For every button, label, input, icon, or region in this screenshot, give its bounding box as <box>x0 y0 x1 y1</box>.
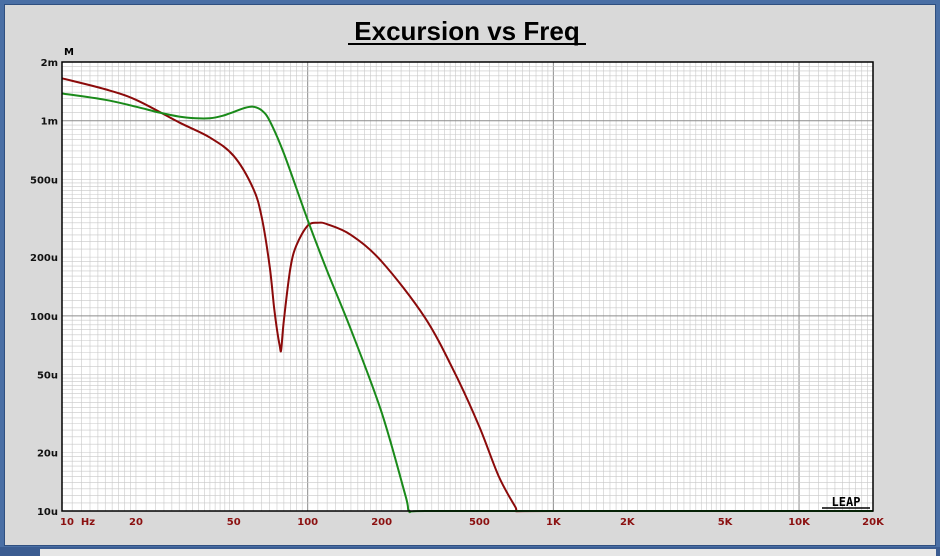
y-tick-label: 20u <box>37 448 58 459</box>
plot-area <box>62 62 873 511</box>
x-tick-label: 200 <box>371 517 392 528</box>
x-tick-label: 20K <box>862 517 885 528</box>
x-tick-labels: 10 Hz 20 50 100 200 500 1K 2K 5K 10K 20K <box>60 517 885 528</box>
grid <box>61 61 874 512</box>
y-tick-label: 1m <box>41 117 58 128</box>
x-tick-label: 2K <box>620 517 636 528</box>
y-tick-labels: 2m 1m 500u 200u 100u 50u 20u 10u <box>30 58 58 518</box>
x-tick-label: 100 <box>297 517 318 528</box>
y-tick-label: 50u <box>37 371 58 382</box>
y-tick-label: 200u <box>30 253 58 264</box>
plot-border <box>61 61 874 512</box>
x-tick-label: 50 <box>227 517 241 528</box>
x-tick-label: 10K <box>788 517 811 528</box>
series-line-2 <box>61 92 873 514</box>
x-tick-label: 500 <box>469 517 490 528</box>
y-tick-label: 10u <box>37 507 58 518</box>
x-tick-label: 20 <box>129 517 143 528</box>
y-tick-label: 2m <box>41 58 58 69</box>
series-layer <box>61 77 873 514</box>
bottom-strip-panel <box>40 549 936 556</box>
chart-title: Excursion vs Freq <box>354 16 579 46</box>
y-tick-label: 500u <box>30 175 58 186</box>
leap-logo: LEAP <box>832 495 861 509</box>
x-tick-label: 10 Hz <box>60 517 95 528</box>
y-tick-label: 100u <box>30 312 58 323</box>
x-tick-label: 1K <box>546 517 562 528</box>
y-unit-label: M <box>64 47 74 58</box>
series-line-1 <box>61 77 873 513</box>
x-tick-label: 5K <box>718 517 734 528</box>
